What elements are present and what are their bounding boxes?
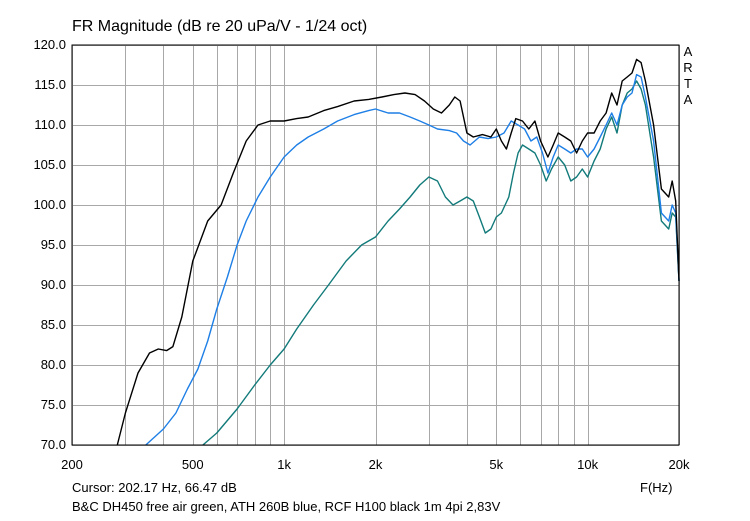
grid-lines xyxy=(72,45,680,446)
y-tick-label: 80.0 xyxy=(40,357,66,372)
y-tick-label: 105.0 xyxy=(33,157,66,172)
y-tick-label: 90.0 xyxy=(40,277,66,292)
y-tick-label: 85.0 xyxy=(40,317,66,332)
series-line-2 xyxy=(202,80,680,446)
y-tick-label: 70.0 xyxy=(40,437,66,452)
y-tick-label: 110.0 xyxy=(34,117,66,132)
y-tick-label: 75.0 xyxy=(40,397,66,412)
side-label-3: T xyxy=(684,76,692,91)
chart-title: FR Magnitude (dB re 20 uPa/V - 1/24 oct) xyxy=(72,18,368,35)
x-tick-label: 200 xyxy=(61,457,83,472)
series-line-1 xyxy=(145,73,680,446)
series-line-0 xyxy=(116,58,680,446)
x-tick-label: 10k xyxy=(577,457,599,472)
x-tick-label: 500 xyxy=(181,457,204,472)
side-label-2: R xyxy=(683,60,693,75)
y-tick-label: 95.0 xyxy=(40,237,66,252)
x-axis-label: F(Hz) xyxy=(640,480,673,495)
y-tick-label: 115.0 xyxy=(34,77,66,92)
y-tick-label: 100.0 xyxy=(33,197,66,212)
series-lines xyxy=(116,58,680,446)
y-tick-label: 120.0 xyxy=(33,37,66,52)
side-label-1: A xyxy=(683,44,693,59)
x-tick-label: 1k xyxy=(277,457,291,472)
x-tick-label: 5k xyxy=(489,457,504,472)
x-tick-label: 20k xyxy=(668,457,690,472)
x-tick-label: 2k xyxy=(368,457,383,472)
plot-border xyxy=(71,44,680,446)
legend-text: B&C DH450 free air green, ATH 260B blue,… xyxy=(72,499,501,514)
side-label-4: A xyxy=(683,92,693,107)
cursor-readout: Cursor: 202.17 Hz, 66.47 dB xyxy=(72,480,237,495)
